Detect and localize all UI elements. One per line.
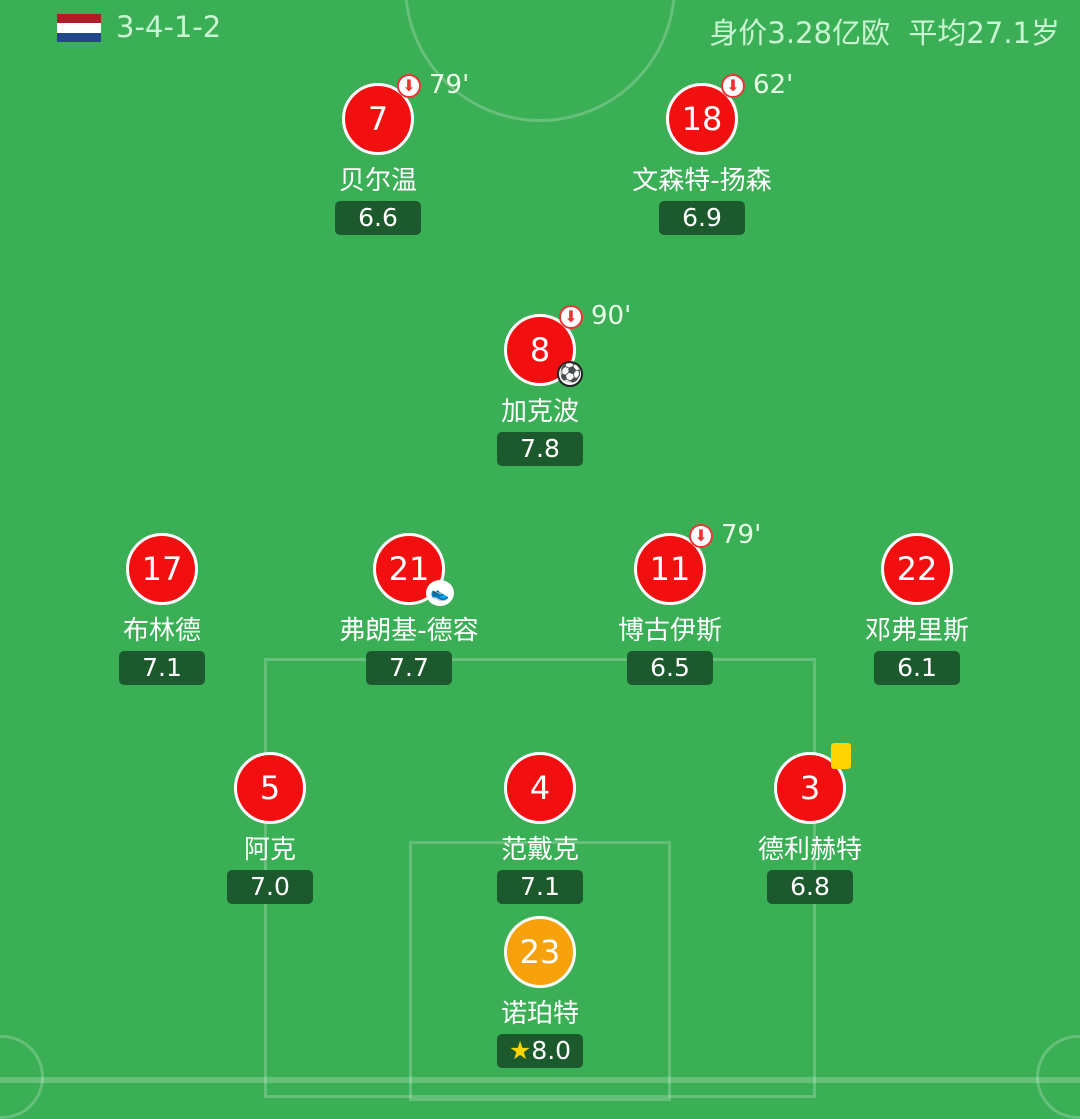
player-rating: 6.5	[627, 651, 713, 685]
substitution-minute: 90'	[591, 301, 632, 331]
player-name: 范戴克	[500, 835, 579, 865]
substitution-out-icon: ⬇	[397, 74, 421, 98]
goal-ball-icon: ⚽	[557, 361, 583, 387]
goal-line	[0, 1077, 1080, 1083]
player-number-badge: 17	[126, 533, 198, 605]
player-rating: 6.1	[874, 651, 960, 685]
player-21[interactable]: 21 👟 弗朗基-德容 7.7	[289, 533, 529, 685]
player-number-badge: 7 ⬇ 79'	[342, 70, 469, 155]
rating-value: 7.7	[389, 653, 429, 682]
team-stats: 身价3.28亿欧 平均27.1岁	[709, 10, 1060, 52]
average-age: 平均27.1岁	[908, 16, 1060, 50]
player-number-badge: 4	[504, 752, 576, 824]
player-number-badge: 11 ⬇ 79'	[634, 520, 761, 605]
player-22[interactable]: 22 邓弗里斯 6.1	[797, 533, 1037, 685]
player-name: 诺珀特	[500, 999, 579, 1029]
player-number: 5	[259, 769, 281, 807]
player-number-badge: 22	[881, 533, 953, 605]
rating-value: 8.0	[531, 1036, 572, 1065]
substitution-out-icon: ⬇	[721, 74, 745, 98]
rating-value: 7.1	[520, 872, 560, 901]
rating-value: 6.9	[682, 203, 722, 232]
player-rating: 7.7	[366, 651, 452, 685]
star-icon: ★	[508, 1036, 532, 1065]
netherlands-flag-icon	[57, 14, 101, 42]
formation: 3-4-1-2	[116, 10, 222, 44]
player-number: 11	[649, 550, 691, 588]
player-name: 布林德	[122, 616, 201, 646]
player-7[interactable]: 7 ⬇ 79' 贝尔温 6.6	[258, 70, 498, 235]
rating-value: 7.8	[520, 434, 560, 463]
player-name: 加克波	[500, 397, 579, 427]
player-rating: ★8.0	[497, 1034, 583, 1068]
rating-value: 7.0	[250, 872, 290, 901]
yellow-card-icon	[831, 743, 851, 769]
player-number: 17	[141, 550, 183, 588]
player-rating: 7.8	[497, 432, 583, 466]
player-rating: 6.9	[659, 201, 745, 235]
player-number: 22	[896, 550, 938, 588]
player-rating: 7.1	[497, 870, 583, 904]
player-number: 23	[519, 933, 561, 971]
player-17[interactable]: 17 布林德 7.1	[42, 533, 282, 685]
player-name: 文森特-扬森	[632, 166, 772, 196]
player-11[interactable]: 11 ⬇ 79' 博古伊斯 6.5	[550, 520, 790, 685]
player-number: 7	[367, 100, 389, 138]
assist-boot-icon: 👟	[426, 580, 454, 606]
player-name: 邓弗里斯	[864, 616, 969, 646]
player-number-badge: 5	[234, 752, 306, 824]
player-rating: 7.1	[119, 651, 205, 685]
player-4[interactable]: 4 范戴克 7.1	[420, 752, 660, 904]
player-number-badge: 18 ⬇ 62'	[666, 70, 793, 155]
player-name: 德利赫特	[757, 835, 862, 865]
substitution-out-icon: ⬇	[689, 524, 713, 548]
player-name: 贝尔温	[338, 166, 417, 196]
substitution-minute: 79'	[721, 520, 762, 550]
player-3[interactable]: 3 德利赫特 6.8	[690, 743, 930, 904]
player-name: 阿克	[243, 835, 296, 865]
player-number: 4	[529, 769, 551, 807]
player-number-badge: 21 👟	[373, 533, 454, 606]
player-number-badge: 3	[774, 743, 851, 824]
player-number: 21	[388, 550, 430, 588]
player-number: 8	[529, 331, 551, 369]
rating-value: 7.1	[142, 653, 182, 682]
player-rating: 7.0	[227, 870, 313, 904]
player-8[interactable]: 8 ⬇ 90' ⚽ 加克波 7.8	[420, 301, 660, 466]
player-number: 3	[799, 769, 821, 807]
player-number: 18	[681, 100, 723, 138]
rating-value: 6.6	[358, 203, 398, 232]
substitution-minute: 62'	[753, 70, 794, 100]
player-rating: 6.6	[335, 201, 421, 235]
player-name: 弗朗基-德容	[339, 616, 479, 646]
rating-value: 6.8	[790, 872, 830, 901]
player-name: 博古伊斯	[617, 616, 722, 646]
substitution-out-icon: ⬇	[559, 305, 583, 329]
player-18[interactable]: 18 ⬇ 62' 文森特-扬森 6.9	[582, 70, 822, 235]
substitution-minute: 79'	[429, 70, 470, 100]
player-number-badge: 8 ⬇ 90' ⚽	[504, 301, 631, 387]
player-number-badge: 23	[504, 916, 576, 988]
team-value: 身价3.28亿欧	[709, 16, 890, 50]
player-23[interactable]: 23 诺珀特 ★8.0	[420, 916, 660, 1068]
rating-value: 6.1	[897, 653, 937, 682]
player-5[interactable]: 5 阿克 7.0	[150, 752, 390, 904]
player-rating: 6.8	[767, 870, 853, 904]
rating-value: 6.5	[650, 653, 690, 682]
